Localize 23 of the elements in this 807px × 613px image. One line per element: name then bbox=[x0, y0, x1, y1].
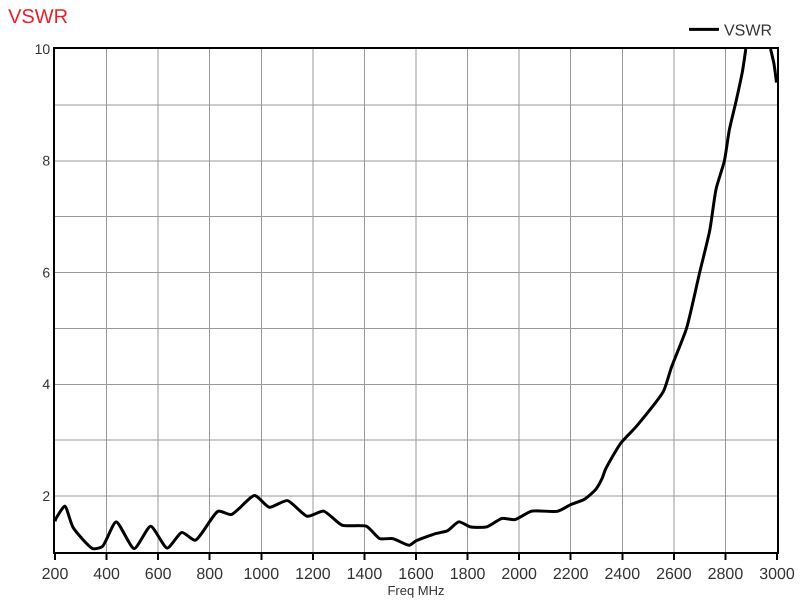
x-axis-title: Freq MHz bbox=[387, 583, 445, 598]
x-tick-label: 2600 bbox=[656, 566, 692, 584]
x-tick-label: 2000 bbox=[501, 566, 538, 584]
x-tick-label: 800 bbox=[196, 566, 224, 584]
x-tick-label: 400 bbox=[93, 566, 120, 584]
y-tick-label: 6 bbox=[42, 264, 50, 280]
y-tick-label: 10 bbox=[34, 40, 50, 57]
x-tick-label: 2800 bbox=[708, 566, 744, 584]
x-tick-label: 1400 bbox=[346, 566, 382, 584]
x-tick-label: 200 bbox=[42, 566, 68, 584]
legend-label: VSWR bbox=[724, 22, 772, 40]
y-tick-label: 4 bbox=[42, 376, 50, 392]
x-tick-label: 2200 bbox=[552, 566, 589, 584]
x-tick-label: 2400 bbox=[604, 566, 640, 584]
x-tick-label: 1800 bbox=[450, 566, 486, 584]
x-tick-label: 3000 bbox=[759, 566, 795, 584]
y-tick-label: 2 bbox=[42, 488, 50, 504]
y-tick-label: 8 bbox=[42, 152, 50, 169]
x-tick-label: 1200 bbox=[295, 566, 331, 584]
x-tick-label: 600 bbox=[144, 566, 172, 584]
chart-title: VSWR bbox=[8, 6, 68, 28]
x-tick-label: 1600 bbox=[398, 566, 434, 584]
x-tick-label: 1000 bbox=[243, 566, 280, 584]
